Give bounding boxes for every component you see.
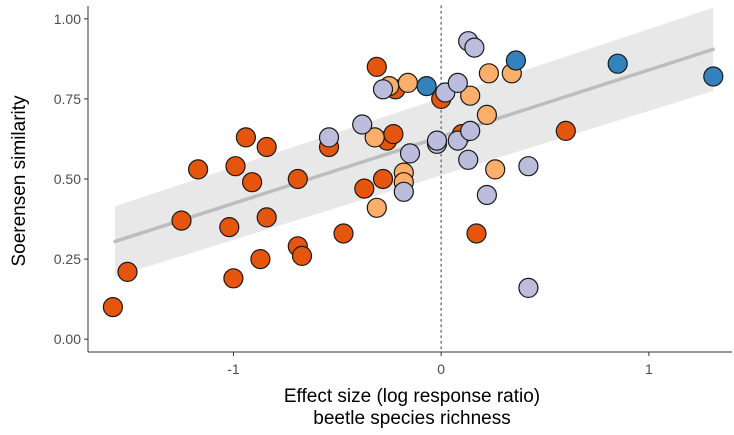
data-point (352, 114, 373, 135)
x-tick-label: 1 (645, 361, 653, 377)
y-tick-label: 0.25 (54, 251, 81, 267)
y-tick-label: 0.00 (54, 331, 81, 347)
data-point (460, 120, 481, 141)
data-point (219, 217, 240, 238)
data-point (555, 120, 576, 141)
data-point (102, 297, 124, 318)
data-point (318, 127, 340, 148)
x-axis-subtitle: beetle species richness (313, 408, 511, 429)
data-point (117, 261, 138, 282)
y-tick-label: 0.50 (54, 171, 81, 187)
confidence-band (115, 7, 714, 277)
data-point (333, 223, 354, 244)
data-point (478, 63, 499, 84)
data-point (460, 85, 481, 106)
data-point (703, 66, 724, 87)
x-tick-label: -1 (227, 361, 240, 377)
data-point (256, 207, 277, 228)
data-point (447, 72, 468, 94)
data-point (416, 75, 437, 97)
data-point (518, 156, 539, 177)
data-point (476, 104, 497, 126)
data-point (393, 181, 414, 202)
y-tick-label: 1.00 (54, 11, 81, 27)
y-tick-label: 0.75 (54, 91, 81, 107)
data-point (464, 37, 485, 58)
y-axis-title: Soerensen similarity (9, 95, 30, 267)
data-point (223, 268, 244, 289)
data-point (354, 178, 375, 199)
data-point (372, 168, 394, 190)
data-point (364, 127, 385, 148)
data-point (250, 249, 271, 270)
y-axis-ticks: 0.00 0.25 0.50 0.75 1.00 (54, 11, 88, 347)
data-point (242, 172, 263, 193)
data-point (476, 184, 497, 206)
data-point (458, 149, 479, 170)
data-point (426, 130, 448, 151)
x-axis-ticks: -1 0 1 (227, 352, 653, 377)
data-point (505, 50, 527, 71)
data-point (607, 53, 628, 74)
x-axis-title: Effect size (log response ratio) (284, 386, 540, 407)
data-point (399, 143, 421, 164)
data-point (366, 56, 387, 78)
data-point (383, 124, 404, 145)
data-point (291, 245, 313, 266)
data-point (287, 168, 308, 190)
data-points-layer (102, 31, 724, 318)
data-point (235, 127, 256, 148)
data-point (366, 197, 387, 218)
data-point (518, 277, 539, 298)
data-point (485, 159, 506, 180)
data-point (256, 136, 277, 158)
data-point (171, 210, 192, 231)
x-tick-label: 0 (437, 361, 445, 377)
data-point (225, 156, 246, 177)
confidence-band-layer (115, 7, 714, 277)
data-point (372, 79, 394, 100)
data-point (397, 72, 418, 94)
data-point (466, 223, 487, 244)
data-point (188, 159, 209, 180)
